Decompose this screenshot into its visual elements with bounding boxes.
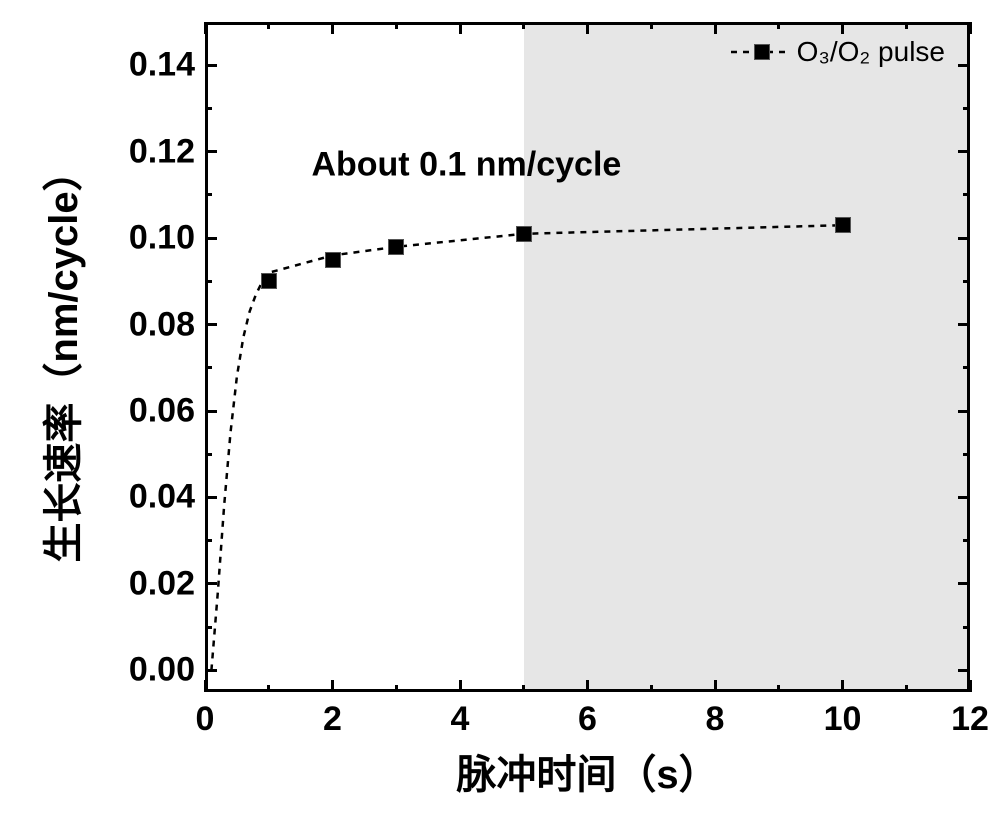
axis-tick <box>905 685 908 692</box>
plot-border <box>967 22 970 692</box>
axis-tick <box>963 453 970 456</box>
axis-tick <box>205 496 217 499</box>
axis-tick <box>331 22 334 34</box>
data-marker <box>325 252 341 268</box>
axis-tick <box>905 22 908 29</box>
axis-tick <box>714 680 717 692</box>
legend: O₃/O₂ pulse <box>731 36 945 68</box>
axis-tick <box>331 680 334 692</box>
x-tick-label: 6 <box>578 700 597 739</box>
axis-tick <box>777 685 780 692</box>
axis-tick <box>963 193 970 196</box>
axis-tick <box>205 280 212 283</box>
axis-tick <box>205 539 212 542</box>
legend-sample <box>731 44 791 60</box>
x-axis-title: 脉冲时间（s） <box>456 742 718 800</box>
axis-tick <box>204 680 207 692</box>
axis-tick <box>205 107 212 110</box>
axis-tick <box>969 680 972 692</box>
x-tick-label: 2 <box>323 700 342 739</box>
axis-tick <box>958 410 970 413</box>
legend-marker-icon <box>754 44 770 60</box>
axis-tick <box>586 22 589 34</box>
axis-tick <box>205 323 217 326</box>
data-marker <box>516 226 532 242</box>
y-tick-label: 0.10 <box>129 219 195 258</box>
axis-tick <box>204 22 207 34</box>
axis-tick <box>963 539 970 542</box>
axis-tick <box>958 582 970 585</box>
y-tick-label: 0.14 <box>129 46 195 85</box>
axis-tick <box>777 22 780 29</box>
x-tick-label: 12 <box>951 700 989 739</box>
y-axis-title: 生长速率（nm/cycle） <box>31 151 89 562</box>
axis-tick <box>267 685 270 692</box>
axis-tick <box>205 626 212 629</box>
annotation-text: About 0.1 nm/cycle <box>311 145 621 184</box>
axis-tick <box>958 237 970 240</box>
axis-tick <box>205 150 217 153</box>
y-tick-label: 0.08 <box>129 305 195 344</box>
axis-tick <box>650 685 653 692</box>
x-tick-label: 10 <box>824 700 862 739</box>
y-tick-label: 0.00 <box>129 651 195 690</box>
y-tick-label: 0.04 <box>129 478 195 517</box>
data-marker <box>261 273 277 289</box>
axis-tick <box>969 22 972 34</box>
axis-tick <box>958 64 970 67</box>
axis-tick <box>205 193 212 196</box>
y-tick-label: 0.06 <box>129 392 195 431</box>
axis-tick <box>963 626 970 629</box>
x-tick-label: 0 <box>196 700 215 739</box>
axis-tick <box>205 366 212 369</box>
axis-tick <box>958 669 970 672</box>
axis-tick <box>395 685 398 692</box>
axis-tick <box>459 22 462 34</box>
axis-tick <box>459 680 462 692</box>
data-marker <box>388 239 404 255</box>
axis-tick <box>395 22 398 29</box>
axis-tick <box>586 680 589 692</box>
x-tick-label: 4 <box>451 700 470 739</box>
axis-tick <box>205 453 212 456</box>
axis-tick <box>841 22 844 34</box>
legend-label: O₃/O₂ pulse <box>797 36 945 68</box>
axis-tick <box>522 22 525 29</box>
axis-tick <box>958 150 970 153</box>
axis-tick <box>963 107 970 110</box>
data-marker <box>835 217 851 233</box>
axis-tick <box>958 496 970 499</box>
axis-tick <box>205 64 217 67</box>
axis-tick <box>650 22 653 29</box>
axis-tick <box>963 280 970 283</box>
axis-tick <box>205 582 217 585</box>
axis-tick <box>714 22 717 34</box>
axis-tick <box>205 669 217 672</box>
figure-root: 0 2 4 6 8 10 12 0.00 0.02 0.04 0.06 0.08 0.10 0.12 0.1… <box>0 0 1000 827</box>
y-tick-label: 0.02 <box>129 564 195 603</box>
shaded-region <box>524 25 967 689</box>
axis-tick <box>267 22 270 29</box>
axis-tick <box>205 410 217 413</box>
axis-tick <box>963 366 970 369</box>
axis-tick <box>841 680 844 692</box>
x-tick-label: 8 <box>706 700 725 739</box>
y-tick-label: 0.12 <box>129 132 195 171</box>
plot-border <box>205 22 208 692</box>
axis-tick <box>205 237 217 240</box>
axis-tick <box>522 685 525 692</box>
axis-tick <box>958 323 970 326</box>
